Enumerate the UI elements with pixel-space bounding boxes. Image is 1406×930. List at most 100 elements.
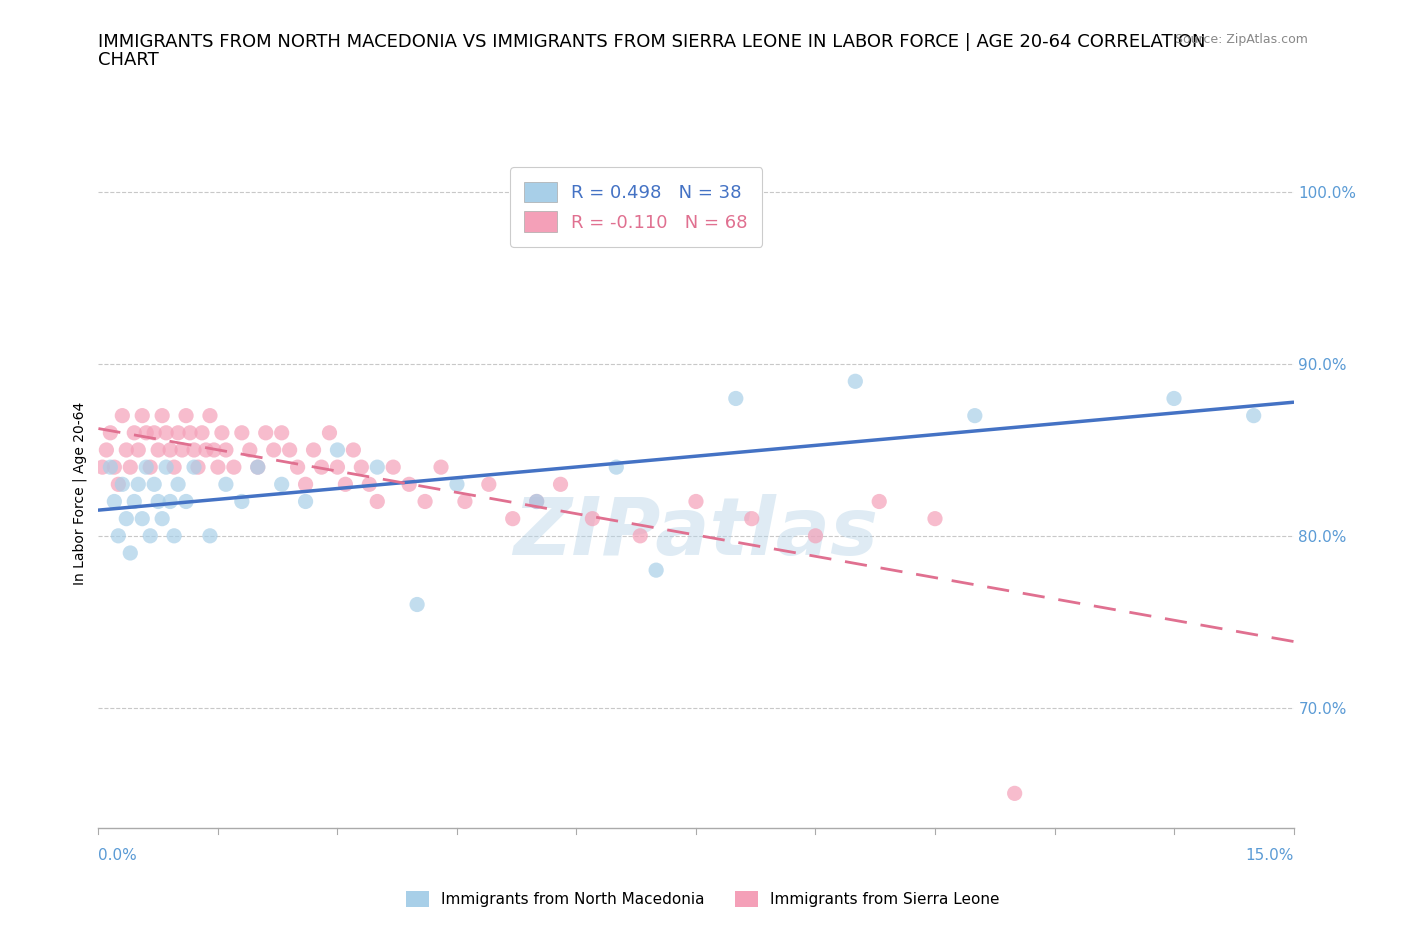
Point <box>163 459 186 474</box>
Point <box>430 459 453 474</box>
Point <box>111 408 134 423</box>
Point <box>96 443 118 458</box>
Text: 15.0%: 15.0% <box>1246 848 1294 863</box>
Point <box>215 443 238 458</box>
Point <box>342 443 364 458</box>
Point <box>195 443 218 458</box>
Point <box>124 425 146 440</box>
Point <box>335 477 357 492</box>
Point <box>581 512 603 526</box>
Point <box>163 528 186 543</box>
Point <box>207 459 229 474</box>
Point <box>526 494 548 509</box>
Point <box>139 528 162 543</box>
Point <box>311 459 333 474</box>
Point <box>302 443 325 458</box>
Point <box>868 494 890 509</box>
Point <box>628 528 651 543</box>
Point <box>287 459 309 474</box>
Point <box>963 408 986 423</box>
Point <box>1243 408 1265 423</box>
Point <box>111 477 134 492</box>
Point <box>1163 391 1185 405</box>
Point <box>326 443 349 458</box>
Point <box>135 425 157 440</box>
Y-axis label: In Labor Force | Age 20-64: In Labor Force | Age 20-64 <box>73 401 87 585</box>
Point <box>294 494 316 509</box>
Point <box>804 528 827 543</box>
Point <box>724 391 747 405</box>
Point <box>366 459 388 474</box>
Point <box>350 459 373 474</box>
Point <box>115 443 138 458</box>
Point <box>179 425 201 440</box>
Point <box>454 494 477 509</box>
Point <box>167 425 190 440</box>
Point <box>239 443 262 458</box>
Point <box>526 494 548 509</box>
Point <box>187 459 209 474</box>
Text: ZIPatlas: ZIPatlas <box>513 494 879 572</box>
Legend: R = 0.498   N = 38, R = -0.110   N = 68: R = 0.498 N = 38, R = -0.110 N = 68 <box>510 167 762 246</box>
Point <box>174 494 197 509</box>
Point <box>844 374 866 389</box>
Point <box>91 459 114 474</box>
Point <box>198 528 221 543</box>
Point <box>478 477 501 492</box>
Point <box>159 494 181 509</box>
Point <box>326 459 349 474</box>
Point <box>139 459 162 474</box>
Point <box>318 425 340 440</box>
Point <box>406 597 429 612</box>
Legend: Immigrants from North Macedonia, Immigrants from Sierra Leone: Immigrants from North Macedonia, Immigra… <box>399 884 1007 913</box>
Point <box>183 443 205 458</box>
Point <box>183 459 205 474</box>
Point <box>1004 786 1026 801</box>
Point <box>278 443 301 458</box>
Point <box>143 477 166 492</box>
Point <box>167 477 190 492</box>
Point <box>202 443 225 458</box>
Point <box>294 477 316 492</box>
Point <box>685 494 707 509</box>
Point <box>120 459 142 474</box>
Text: CHART: CHART <box>98 51 159 69</box>
Point <box>115 512 138 526</box>
Point <box>741 512 763 526</box>
Point <box>107 477 129 492</box>
Point <box>120 546 142 561</box>
Point <box>222 459 245 474</box>
Point <box>127 477 149 492</box>
Point <box>155 459 177 474</box>
Point <box>150 512 173 526</box>
Point <box>366 494 388 509</box>
Point <box>98 425 122 440</box>
Point <box>148 494 170 509</box>
Point <box>131 512 153 526</box>
Point <box>270 425 292 440</box>
Point <box>254 425 277 440</box>
Point <box>550 477 572 492</box>
Point <box>131 408 153 423</box>
Text: Source: ZipAtlas.com: Source: ZipAtlas.com <box>1174 33 1308 46</box>
Point <box>191 425 214 440</box>
Point <box>215 477 238 492</box>
Point <box>924 512 946 526</box>
Point <box>143 425 166 440</box>
Point <box>98 459 122 474</box>
Point <box>605 459 627 474</box>
Point <box>103 494 125 509</box>
Point <box>246 459 269 474</box>
Point <box>174 408 197 423</box>
Point <box>103 459 125 474</box>
Point <box>502 512 524 526</box>
Point <box>446 477 468 492</box>
Point <box>150 408 173 423</box>
Point <box>135 459 157 474</box>
Point <box>107 528 129 543</box>
Point <box>231 425 253 440</box>
Text: 0.0%: 0.0% <box>98 848 138 863</box>
Point <box>159 443 181 458</box>
Point <box>211 425 233 440</box>
Point <box>198 408 221 423</box>
